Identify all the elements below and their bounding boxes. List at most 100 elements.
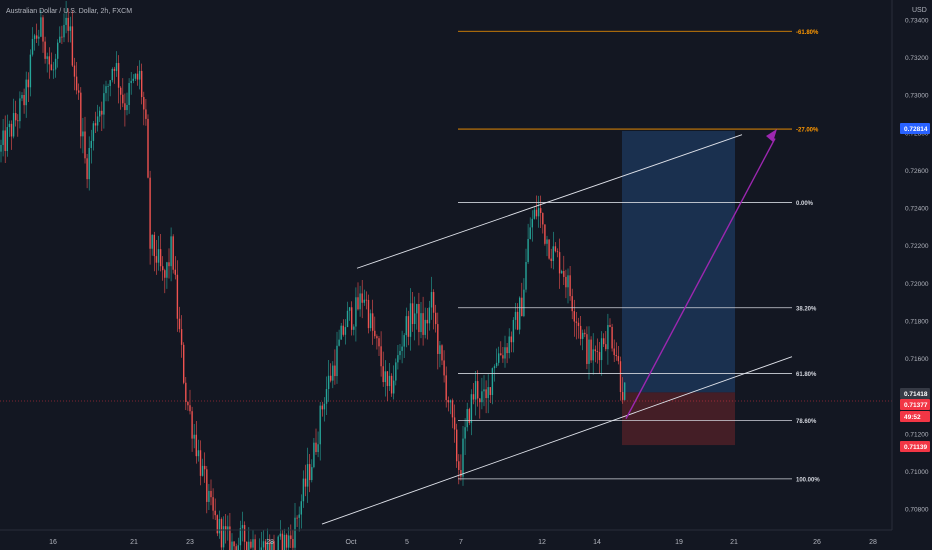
candle-body	[537, 208, 540, 217]
price-tick-label: 0.72400	[905, 206, 929, 213]
candle-body	[216, 515, 218, 534]
candle-body	[107, 85, 109, 87]
candle-body	[399, 350, 401, 356]
candle-body	[50, 64, 53, 71]
candle-body	[96, 116, 99, 126]
candle-body	[579, 325, 582, 339]
candle-body	[598, 352, 601, 361]
candle-body	[235, 546, 237, 550]
candle-body	[447, 400, 449, 403]
candle-body	[220, 519, 223, 548]
price-tick-label: 0.72200	[905, 243, 929, 250]
candle-body	[342, 325, 344, 335]
candle-body	[201, 465, 204, 476]
price-tag-current: 0.71418	[904, 391, 928, 398]
candle-body	[117, 63, 120, 88]
candle-body	[380, 346, 382, 367]
candle-body	[285, 534, 288, 548]
candle-body	[393, 380, 395, 394]
time-tick-label: 5	[405, 539, 409, 546]
candle-body	[363, 299, 365, 303]
candle-body	[495, 362, 498, 367]
candle-body	[222, 526, 225, 548]
candle-body	[615, 355, 617, 357]
candle-body	[178, 318, 181, 330]
candle-body	[105, 86, 107, 94]
candle-body	[86, 158, 88, 180]
candle-body	[183, 344, 185, 383]
channel-lower-line	[321, 356, 793, 525]
candle-body	[73, 65, 76, 77]
candle-body	[6, 127, 8, 152]
candle-body	[204, 465, 206, 470]
candle-body	[4, 130, 6, 152]
candle-body	[525, 261, 527, 290]
candle-body	[229, 526, 231, 550]
candle-body	[411, 303, 414, 324]
candle-body	[586, 334, 588, 364]
candle-body	[443, 360, 445, 376]
candle-body	[246, 541, 248, 550]
candle-body	[474, 381, 477, 400]
candle-body	[544, 224, 546, 244]
candle-body	[252, 539, 254, 548]
candle-body	[313, 442, 315, 468]
candle-body	[521, 297, 523, 317]
candle-body	[302, 478, 305, 502]
candle-body	[90, 140, 92, 148]
candle-body	[609, 325, 611, 327]
candle-body	[40, 17, 42, 37]
candle-body	[498, 353, 500, 363]
candle-body	[296, 517, 298, 519]
candle-body	[420, 313, 422, 333]
candle-body	[529, 227, 531, 240]
candle-body	[94, 123, 97, 126]
candle-body	[422, 313, 424, 335]
candle-body	[99, 110, 101, 117]
candle-body	[384, 371, 386, 383]
candle-body	[603, 338, 605, 345]
candle-body	[453, 417, 456, 430]
candle-body	[556, 251, 559, 253]
candle-body	[621, 392, 624, 400]
candle-body	[353, 326, 355, 330]
candle-body	[439, 345, 441, 354]
candle-body	[168, 262, 170, 267]
candle-body	[208, 490, 210, 502]
candle-body	[577, 322, 580, 326]
time-tick-label: 19	[675, 539, 683, 546]
candle-body	[2, 130, 4, 145]
candle-body	[600, 338, 603, 361]
stop-zone	[622, 392, 735, 446]
candle-body	[550, 258, 552, 262]
candle-body	[19, 98, 21, 122]
candle-body	[75, 76, 78, 91]
candle-body	[46, 56, 48, 59]
candle-body	[418, 304, 420, 333]
candle-body	[355, 297, 357, 327]
candle-body	[588, 339, 590, 364]
candle-body	[292, 538, 294, 548]
candle-body	[374, 330, 376, 337]
candle-body	[17, 120, 19, 122]
candle-body	[157, 249, 160, 263]
price-tag-countdown-bg	[900, 411, 930, 422]
candle-body	[124, 103, 126, 111]
candle-body	[52, 69, 55, 71]
candle-body	[357, 297, 359, 310]
candle-body	[512, 319, 515, 343]
candle-body	[519, 297, 521, 330]
candle-body	[327, 375, 330, 390]
candle-body	[0, 144, 2, 152]
time-tick-label: 21	[730, 539, 738, 546]
price-tag-last-bg	[900, 123, 930, 134]
candle-body	[44, 41, 46, 59]
candle-body	[563, 271, 565, 277]
candle-body	[472, 394, 475, 400]
time-tick-label: 28	[266, 539, 274, 546]
candle-body	[624, 382, 626, 400]
candle-body	[166, 262, 168, 278]
candle-body	[59, 36, 61, 43]
candle-body	[464, 427, 466, 439]
